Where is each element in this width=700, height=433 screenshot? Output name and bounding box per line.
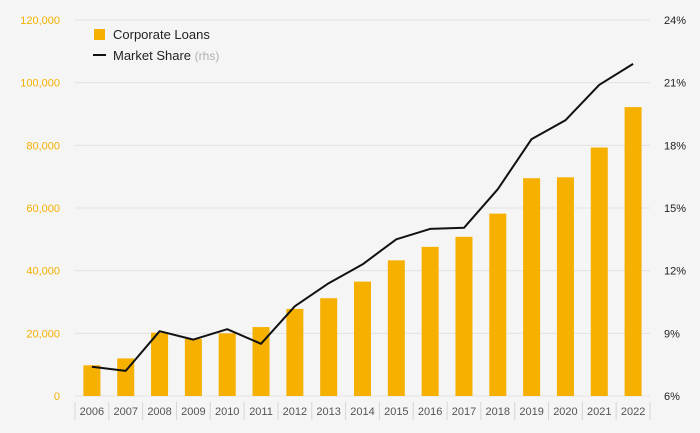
x-tick-label: 2011: [249, 406, 273, 418]
x-tick-label: 2006: [80, 406, 104, 418]
legend-entry-market-share: Market Share (rhs): [113, 48, 219, 63]
right-tick-label: 18%: [664, 140, 686, 152]
x-axis: 2006 2007 2008 2009 2010 2011 2012 2013 2014 2015…: [74, 402, 651, 420]
legend-label-corporate-loans: Corporate Loans: [113, 27, 210, 42]
bar-2006: [83, 365, 101, 396]
x-tick-label: 2015: [384, 406, 408, 418]
x-tick-label: 2007: [113, 406, 137, 418]
bar-2011: [252, 327, 270, 396]
legend-note-rhs: (rhs): [195, 49, 220, 63]
bar-2018: [489, 213, 507, 396]
x-tick-label: 2019: [519, 406, 543, 418]
bar-2009: [184, 338, 202, 396]
left-y-axis: 0 20,000 40,000 60,000 80,000 100,000 120,000: [20, 15, 60, 403]
legend: Corporate Loans Market Share (rhs): [93, 27, 219, 63]
bar-2019: [523, 178, 541, 396]
left-tick-label: 60,000: [26, 203, 60, 215]
bar-2020: [556, 177, 574, 396]
bar-2015: [387, 260, 405, 396]
left-tick-label: 120,000: [20, 15, 60, 27]
bar-2007: [117, 358, 135, 396]
bar-2017: [455, 236, 473, 396]
bar-2016: [421, 246, 439, 396]
bar-series-corporate-loans: [83, 107, 642, 397]
bar-2008: [151, 332, 169, 396]
x-tick-label: 2008: [147, 406, 171, 418]
x-tick-label: 2009: [181, 406, 205, 418]
x-tick-label: 2018: [486, 406, 510, 418]
right-tick-label: 9%: [664, 328, 680, 340]
right-tick-label: 15%: [664, 203, 686, 215]
bar-2010: [218, 333, 236, 396]
right-tick-label: 6%: [664, 391, 680, 403]
x-tick-label: 2016: [418, 406, 442, 418]
x-tick-label: 2012: [283, 406, 307, 418]
bar-2014: [354, 281, 371, 396]
bar-2012: [286, 308, 304, 396]
x-tick-label: 2022: [621, 406, 645, 418]
bar-2013: [320, 298, 338, 396]
left-tick-label: 20,000: [26, 328, 60, 340]
x-tick-label: 2017: [452, 406, 476, 418]
left-tick-label: 40,000: [26, 266, 60, 278]
bar-2021: [590, 147, 608, 396]
right-tick-label: 24%: [664, 15, 686, 27]
left-tick-label: 0: [54, 391, 60, 403]
left-tick-label: 80,000: [26, 140, 60, 152]
right-y-axis: 6% 9% 12% 15% 18% 21% 24%: [664, 15, 686, 403]
x-tick-label: 2010: [215, 406, 239, 418]
line-series-market-share: [91, 63, 634, 372]
left-tick-label: 100,000: [20, 78, 60, 90]
legend-swatch-corporate-loans: [94, 29, 105, 40]
right-tick-label: 21%: [664, 78, 686, 90]
x-tick-label: 2013: [316, 406, 340, 418]
x-tick-label: 2014: [350, 406, 374, 418]
legend-label-market-share: Market Share: [113, 48, 191, 63]
right-tick-label: 12%: [664, 266, 686, 278]
bar-2022: [624, 107, 642, 397]
x-tick-label: 2020: [553, 406, 577, 418]
x-tick-label: 2021: [587, 406, 611, 418]
